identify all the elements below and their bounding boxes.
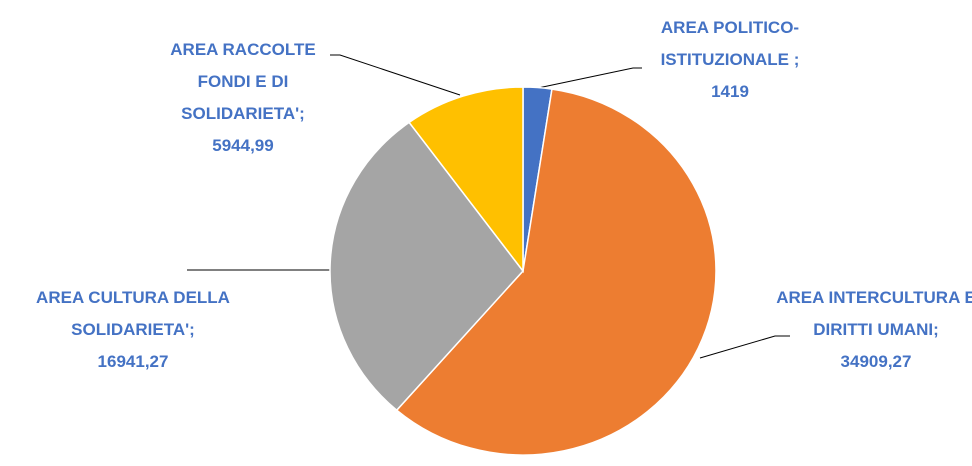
- label-category: AREA RACCOLTE FONDI E DI SOLIDARIETA';: [170, 40, 316, 123]
- label-value: 34909,27: [840, 352, 912, 371]
- data-label: AREA POLITICO-ISTITUZIONALE ; 1419: [630, 12, 830, 108]
- leader-line: [330, 54, 461, 96]
- label-category: AREA INTERCULTURA E DIRITTI UMANI;: [776, 288, 972, 339]
- pie-slice: [395, 88, 717, 456]
- leader-lines: [187, 54, 790, 359]
- leader-line: [537, 67, 642, 89]
- label-category: AREA CULTURA DELLA SOLIDARIETA';: [36, 288, 230, 339]
- label-value: 1419: [711, 82, 749, 101]
- data-label: AREA INTERCULTURA E DIRITTI UMANI; 34909,…: [776, 282, 972, 378]
- label-value: 5944,99: [212, 136, 274, 155]
- data-label: AREA CULTURA DELLA SOLIDARIETA'; 16941,27: [13, 282, 253, 378]
- pie-slice: [329, 121, 524, 412]
- pie-slice: [408, 86, 524, 274]
- leader-line: [699, 335, 790, 359]
- data-label: AREA RACCOLTE FONDI E DI SOLIDARIETA'; 59…: [148, 34, 338, 162]
- label-category: AREA POLITICO-ISTITUZIONALE ;: [660, 18, 800, 69]
- label-value: 16941,27: [97, 352, 169, 371]
